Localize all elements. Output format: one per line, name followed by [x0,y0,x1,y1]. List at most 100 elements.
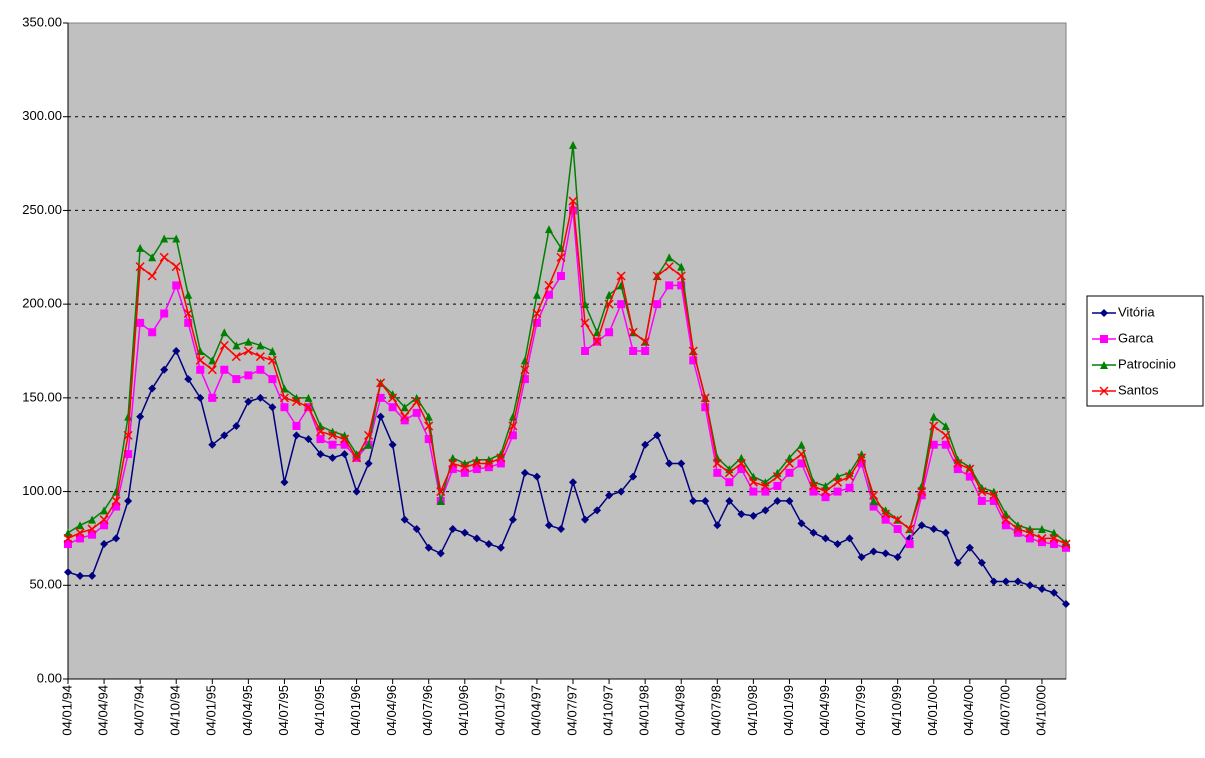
marker [581,515,590,524]
marker [713,521,722,530]
marker [953,558,962,567]
marker [617,300,626,309]
marker [243,346,253,356]
marker [136,318,145,327]
marker [580,318,590,328]
marker [160,365,169,374]
marker [448,465,457,474]
marker [63,533,73,543]
series [64,347,1070,609]
marker [869,547,878,556]
marker [171,262,181,272]
marker [869,502,878,511]
marker [941,440,950,449]
marker [112,502,121,511]
marker [713,468,722,477]
marker [136,412,145,421]
marker [520,375,529,384]
marker [1099,386,1109,396]
marker [195,355,205,365]
marker [460,528,469,537]
marker [376,393,385,402]
marker [280,403,289,412]
marker [977,558,986,567]
marker [76,521,85,530]
marker [544,521,553,530]
marker [593,506,602,515]
marker [496,453,506,463]
marker [917,481,926,490]
marker [484,463,493,472]
marker [941,430,951,440]
marker [581,347,590,355]
marker [112,534,121,543]
marker [136,243,145,252]
marker [556,525,565,534]
marker [1013,524,1023,534]
marker [845,472,855,482]
marker [544,225,553,234]
marker [737,465,746,474]
marker [400,412,410,422]
marker [544,290,553,299]
marker [424,412,433,421]
marker [760,481,770,491]
marker [761,506,770,515]
marker [412,408,421,417]
marker [569,478,578,487]
marker [160,234,169,243]
marker [532,290,541,299]
marker [1001,521,1010,530]
marker [677,281,686,290]
marker [148,253,157,262]
marker [1025,534,1034,543]
marker [340,434,350,444]
x-tick-label: 04/04/95 [240,685,255,736]
marker [652,271,662,281]
marker [736,458,746,468]
marker [821,493,830,502]
marker [76,571,85,580]
marker [160,309,169,318]
marker [869,490,879,500]
marker [64,528,72,537]
marker [629,472,638,481]
marker [605,290,614,299]
marker [809,528,818,537]
marker [629,347,638,355]
marker [64,568,72,577]
marker [147,271,157,281]
x-tick-label: 04/07/96 [420,685,435,736]
marker [448,525,457,534]
marker [712,458,722,468]
marker [388,440,397,449]
marker [520,468,529,477]
marker [1062,538,1070,547]
marker [965,463,974,472]
marker [99,515,109,525]
marker [905,540,914,549]
x-tick-label: 04/04/00 [961,685,976,736]
marker [544,280,554,290]
marker [796,449,807,459]
marker [772,472,782,482]
marker [977,496,986,505]
marker [400,416,409,425]
marker [388,393,398,403]
marker [184,290,193,299]
marker [256,341,265,350]
marker [556,252,566,262]
y-tick-label: 200.00 [22,296,62,311]
x-tick-label: 04/07/99 [853,685,868,736]
x-tick-label: 04/07/95 [276,685,291,736]
marker [436,549,445,558]
marker [208,356,217,365]
marker [256,393,265,402]
plot-area [67,22,1067,680]
x-tick-label: 04/10/99 [889,685,904,736]
series [63,196,1071,549]
marker [833,540,842,549]
marker [111,496,121,506]
marker [665,253,674,262]
marker [436,487,446,497]
